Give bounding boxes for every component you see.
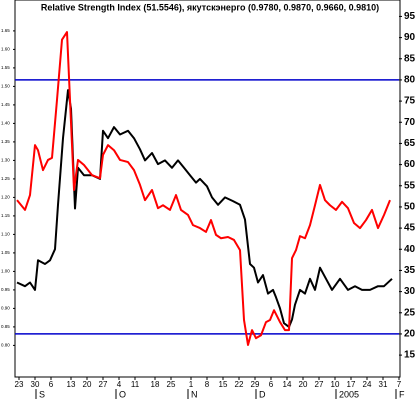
y2-tick-label: 15	[404, 350, 416, 361]
x-tick-label: 30	[31, 380, 40, 389]
y-tick-label: 1.55	[1, 65, 10, 70]
y-tick-label: 1.20	[1, 195, 10, 200]
y2-tick-label: 25	[404, 307, 416, 318]
x-tick-label: 14	[283, 380, 292, 389]
y-tick-label: 1.00	[1, 269, 10, 274]
x-tick-label: 13	[67, 380, 76, 389]
x-tick-label: 11	[131, 380, 140, 389]
y2-tick-label: 50	[404, 202, 416, 213]
month-label: N	[191, 389, 198, 399]
y2-tick-label: 35	[404, 265, 416, 276]
y-tick-label: 0.80	[1, 343, 10, 348]
x-tick-label: 31	[379, 380, 388, 389]
x-tick-label: 22	[235, 380, 244, 389]
y2-tick-label: 45	[404, 223, 416, 234]
x-tick-label: 6	[269, 380, 274, 389]
y2-tick-label: 80	[404, 75, 416, 86]
month-label: D	[259, 389, 266, 399]
y-tick-label: 0.95	[1, 287, 10, 292]
x-tick-label: 10	[331, 380, 340, 389]
x-tick-label: 23	[15, 380, 24, 389]
y-tick-label: 0.90	[1, 306, 10, 311]
y2-tick-label: 55	[404, 180, 416, 191]
x-tick-label: 6	[49, 380, 54, 389]
x-tick-label: 1	[189, 380, 194, 389]
y-tick-label: 1.40	[1, 121, 10, 126]
x-tick-label: 27	[99, 380, 108, 389]
y-tick-label: 1.35	[1, 139, 10, 144]
x-tick-label: 4	[117, 380, 122, 389]
y2-tick-label: 95	[404, 11, 416, 22]
x-tick-label: 25	[167, 380, 176, 389]
series-line	[16, 31, 391, 346]
x-tick-label: 8	[205, 380, 210, 389]
x-tick-label: 27	[315, 380, 324, 389]
y2-tick-label: 60	[404, 159, 416, 170]
y-tick-label: 1.30	[1, 158, 10, 163]
x-tick-label: 24	[363, 380, 372, 389]
x-tick-label: 20	[299, 380, 308, 389]
x-tick-label: 20	[83, 380, 92, 389]
month-label: O	[119, 389, 126, 399]
y2-tick-label: 90	[404, 32, 416, 43]
y-tick-label: 1.10	[1, 232, 10, 237]
x-tick-label: 17	[347, 380, 356, 389]
y-tick-label: 1.50	[1, 84, 10, 89]
y-tick-label: 1.25	[1, 176, 10, 181]
month-label: F	[399, 389, 405, 399]
x-tick-label: 7	[397, 380, 402, 389]
y2-tick-label: 65	[404, 138, 416, 149]
y2-tick-label: 40	[404, 244, 416, 255]
chart-title: Relative Strength Index (51.5546), якутс…	[41, 2, 379, 12]
y2-tick-label: 20	[404, 329, 416, 340]
y2-tick-label: 85	[404, 53, 416, 64]
y-tick-label: 1.60	[1, 47, 10, 52]
month-label: S	[39, 389, 45, 399]
y2-tick-label: 30	[404, 286, 416, 297]
y-tick-label: 1.15	[1, 213, 10, 218]
y-tick-label: 1.05	[1, 250, 10, 255]
y2-tick-label: 75	[404, 96, 416, 107]
x-tick-label: 29	[251, 380, 260, 389]
y2-tick-label: 70	[404, 117, 416, 128]
y-tick-label: 1.65	[1, 28, 10, 33]
x-tick-label: 15	[219, 380, 228, 389]
y-tick-label: 0.85	[1, 324, 10, 329]
y-tick-label: 1.45	[1, 102, 10, 107]
month-label: 2005	[339, 389, 359, 399]
x-tick-label: 18	[151, 380, 160, 389]
